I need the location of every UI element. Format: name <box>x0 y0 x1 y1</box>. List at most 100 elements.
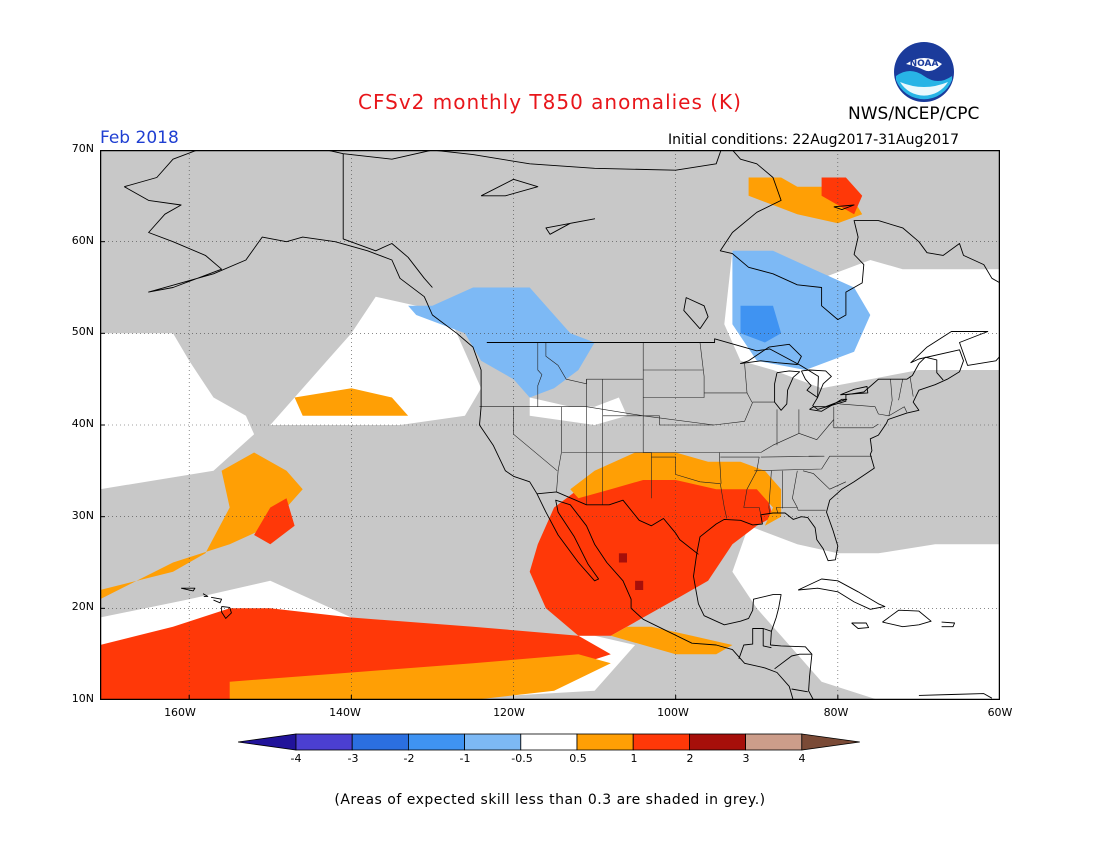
lon-label-100w: 100W <box>657 706 689 719</box>
lon-label-60w: 60W <box>987 706 1013 719</box>
anomaly-region-dark-red <box>635 580 644 590</box>
organization-label: NWS/NCEP/CPC <box>848 104 980 124</box>
coastline <box>221 606 232 619</box>
state-line <box>651 456 728 519</box>
colorbar-label-pos4: 4 <box>798 752 806 765</box>
state-line <box>768 470 772 514</box>
colorbar-segments <box>238 733 860 751</box>
lat-label-60n: 60N <box>71 234 94 247</box>
lat-label-30n: 30N <box>71 509 94 522</box>
forecast-period: Feb 2018 <box>100 128 179 148</box>
coastline <box>545 218 596 235</box>
lat-label-70n: 70N <box>71 142 94 155</box>
coastline <box>343 150 722 171</box>
colorbar-label-neg1: -1 <box>459 752 471 765</box>
state-line <box>556 406 562 492</box>
state-line <box>545 342 644 385</box>
initial-conditions: Initial conditions: 22Aug2017-31Aug2017 <box>668 132 959 148</box>
colorbar-segment <box>520 733 578 751</box>
anomaly-region-red <box>254 498 295 545</box>
coastlines <box>124 150 1000 700</box>
colorbar-arrow-high <box>801 733 860 751</box>
map-frame <box>100 150 1000 700</box>
anomaly-map <box>100 150 1000 700</box>
colorbar-label-pos1: 1 <box>630 752 638 765</box>
anomaly-region-orange <box>229 654 611 700</box>
state-line <box>719 452 722 484</box>
colorbar-label-pos3: 3 <box>742 752 750 765</box>
state-line <box>760 419 835 453</box>
coastline <box>918 693 993 699</box>
state-line <box>760 455 825 458</box>
colorbar-label-neg4: -4 <box>290 752 302 765</box>
skill-note: (Areas of expected skill less than 0.3 a… <box>334 792 766 808</box>
state-line <box>643 342 705 398</box>
anomaly-region-orange <box>610 626 733 655</box>
colorbar-label-neg3: -3 <box>347 752 359 765</box>
state-line <box>839 403 889 417</box>
colorbar-segment <box>632 733 690 751</box>
lat-label-10n: 10N <box>71 692 94 705</box>
coastline <box>202 593 209 597</box>
svg-text:NOAA: NOAA <box>910 59 939 69</box>
border-line <box>774 653 812 670</box>
state-line <box>888 379 908 417</box>
coastline <box>882 609 932 628</box>
colorbar-segment <box>464 733 522 751</box>
anomaly-region-red <box>529 470 773 636</box>
colorbar-label-pos05: 0.5 <box>569 752 587 765</box>
colorbar-label-neg2: -2 <box>403 752 415 765</box>
anomaly-region-orange <box>570 452 782 526</box>
lat-label-40n: 40N <box>71 417 94 430</box>
colorbar-label-neg05: -0.5 <box>511 752 533 765</box>
state-boundaries <box>479 342 914 519</box>
coastline <box>693 150 1000 700</box>
border-line <box>738 628 772 659</box>
lon-label-80w: 80W <box>823 706 849 719</box>
state-line <box>833 406 879 429</box>
coastline <box>833 204 855 211</box>
lon-label-160w: 160W <box>164 706 196 719</box>
coastline <box>740 343 802 365</box>
anomaly-region-dark-red <box>618 553 627 563</box>
state-line <box>479 406 714 426</box>
coastline <box>941 621 956 628</box>
anomaly-region-white <box>100 333 255 490</box>
state-line <box>720 456 762 515</box>
coastline <box>211 596 223 604</box>
coastline <box>774 370 801 411</box>
anomaly-region-white <box>732 525 1000 700</box>
colorbar-arrow-low <box>238 733 297 751</box>
border-line <box>762 628 772 649</box>
colorbar-segment <box>688 733 746 751</box>
state-line <box>704 392 753 403</box>
lat-label-20n: 20N <box>71 600 94 613</box>
colorbar-label-pos2: 2 <box>686 752 694 765</box>
border-line <box>791 688 808 693</box>
state-line <box>802 470 847 490</box>
state-line <box>602 401 775 426</box>
colorbar-segment <box>351 733 409 751</box>
lon-label-120w: 120W <box>493 706 525 719</box>
state-line <box>744 363 748 393</box>
state-line <box>909 376 914 397</box>
map-title: CFSv2 monthly T850 anomalies (K) <box>358 90 742 114</box>
border-line <box>536 491 699 555</box>
lon-label-140w: 140W <box>329 706 361 719</box>
colorbar <box>238 733 860 751</box>
state-line <box>754 455 872 472</box>
coastline <box>124 150 344 188</box>
coastline <box>181 587 196 592</box>
coastline <box>851 622 870 629</box>
state-line <box>537 342 543 407</box>
colorbar-segment <box>576 733 634 751</box>
coastline <box>809 398 848 412</box>
colorbar-segment <box>745 733 803 751</box>
lat-label-50n: 50N <box>71 325 94 338</box>
anomaly-region-blue <box>740 305 782 343</box>
state-line <box>797 507 826 511</box>
noaa-logo: NOAA <box>892 40 956 108</box>
state-line <box>898 379 903 401</box>
colorbar-segment <box>295 733 353 751</box>
state-line <box>513 406 558 472</box>
